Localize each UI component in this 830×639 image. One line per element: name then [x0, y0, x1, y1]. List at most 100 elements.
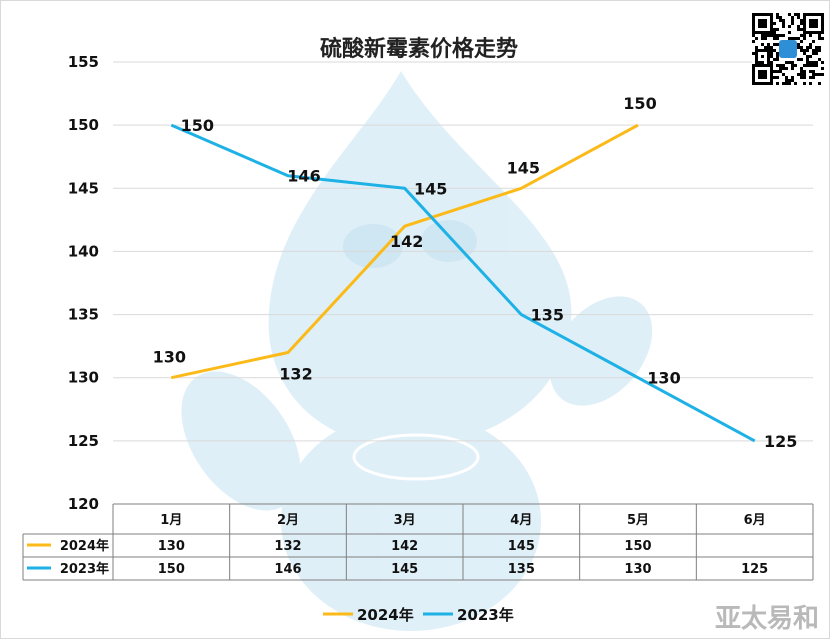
qr-module — [779, 70, 782, 73]
qr-module — [815, 46, 818, 49]
y-tick-label: 130 — [68, 369, 99, 387]
qr-module — [815, 49, 818, 52]
qr-module — [797, 37, 800, 40]
qr-module — [776, 70, 779, 73]
qr-module — [767, 61, 770, 64]
qr-module — [773, 28, 776, 31]
qr-module — [785, 67, 788, 70]
qr-module — [791, 67, 794, 70]
qr-module — [818, 82, 821, 85]
watermark-text: 亚太易和 — [715, 604, 819, 634]
qr-module — [806, 58, 809, 61]
qr-module — [797, 16, 800, 19]
x-category-label: 1月 — [160, 513, 182, 528]
qr-module — [809, 70, 812, 73]
qr-finder — [752, 13, 773, 34]
data-label: 150 — [181, 116, 214, 135]
qr-finder — [752, 64, 773, 85]
qr-module — [764, 34, 767, 37]
qr-module — [821, 37, 824, 40]
qr-module — [770, 55, 773, 58]
qr-module — [773, 43, 776, 46]
qr-module — [761, 49, 764, 52]
table-cell-value: 132 — [274, 539, 301, 554]
qr-module — [818, 49, 821, 52]
qr-finder — [803, 13, 824, 34]
qr-module — [755, 46, 758, 49]
x-category-label: 5月 — [627, 513, 649, 528]
qr-module — [782, 67, 785, 70]
qr-module — [812, 49, 815, 52]
qr-module — [791, 64, 794, 67]
qr-module — [782, 73, 785, 76]
data-labels: 130 132 142 145 150 150 146 145 135 130 125 — [153, 94, 798, 451]
qr-module — [818, 34, 821, 37]
qr-module — [815, 73, 818, 76]
qr-module — [797, 46, 800, 49]
legend: 2024年 2023年 — [323, 606, 514, 624]
qr-module — [755, 55, 758, 58]
qr-module — [812, 40, 815, 43]
qr-module — [797, 25, 800, 28]
qr-module — [785, 76, 788, 79]
x-category-label: 3月 — [394, 513, 416, 528]
qr-module — [779, 34, 782, 37]
qr-module — [782, 82, 785, 85]
qr-module — [803, 37, 806, 40]
qr-module — [773, 31, 776, 34]
qr-module — [767, 58, 770, 61]
qr-module — [791, 79, 794, 82]
qr-module — [758, 49, 761, 52]
qr-module — [767, 52, 770, 55]
qr-module — [776, 52, 779, 55]
qr-module — [776, 34, 779, 37]
data-label: 145 — [507, 158, 540, 177]
table-cell-value: 150 — [158, 562, 185, 577]
qr-module — [797, 28, 800, 31]
qr-module — [803, 73, 806, 76]
data-label: 125 — [764, 432, 797, 451]
qr-module — [770, 61, 773, 64]
chart-series — [170, 123, 756, 443]
qr-module — [767, 49, 770, 52]
qr-module — [782, 25, 785, 28]
qr-module — [797, 43, 800, 46]
qr-module — [788, 25, 791, 28]
qr-module — [773, 37, 776, 40]
qr-module — [761, 55, 764, 58]
qr-module — [815, 52, 818, 55]
qr-module — [806, 61, 809, 64]
qr-module — [797, 73, 800, 76]
qr-module — [770, 34, 773, 37]
qr-module — [767, 55, 770, 58]
qr-module — [782, 19, 785, 22]
y-axis: 120 125 130 135 140 145 150 155 — [68, 53, 99, 513]
table-cell-value: 145 — [508, 539, 535, 554]
y-tick-label: 120 — [68, 495, 99, 513]
qr-module — [776, 16, 779, 19]
qr-module — [809, 34, 812, 37]
data-table: 1月 2月 3月 4月 5月 6月 2024年 130 132 142 145 150 2023年 150… — [22, 503, 814, 581]
qr-module — [776, 82, 779, 85]
qr-module — [782, 34, 785, 37]
qr-module — [776, 28, 779, 31]
table-series-name: 2024年 — [60, 538, 109, 554]
qr-module — [800, 73, 803, 76]
qr-module — [818, 58, 821, 61]
data-label: 145 — [414, 179, 447, 198]
qr-module — [776, 37, 779, 40]
table-cell-value: 146 — [274, 562, 301, 577]
qr-module — [800, 58, 803, 61]
qr-module — [755, 52, 758, 55]
qr-module — [752, 52, 755, 55]
qr-module — [800, 67, 803, 70]
qr-module — [800, 40, 803, 43]
qr-module — [809, 55, 812, 58]
qr-module — [788, 61, 791, 64]
qr-module — [791, 22, 794, 25]
qr-code — [752, 13, 824, 85]
table-series-name: 2023年 — [60, 561, 109, 577]
qr-module — [767, 46, 770, 49]
table-cell-value: 125 — [741, 562, 768, 577]
